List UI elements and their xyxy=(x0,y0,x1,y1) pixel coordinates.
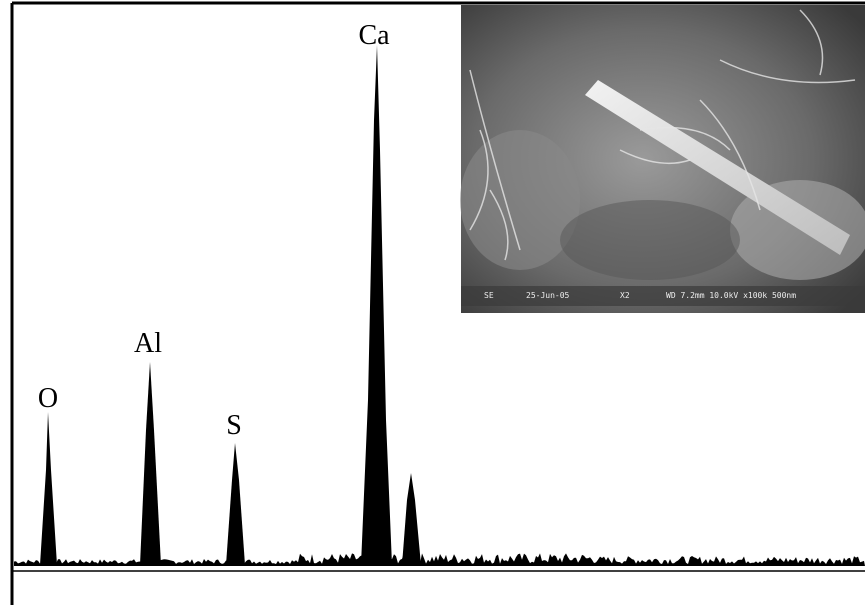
inset-caption: SE xyxy=(484,291,494,300)
peak xyxy=(402,473,421,565)
peak-label: Al xyxy=(134,328,162,359)
peak-label: O xyxy=(38,383,58,414)
peak xyxy=(226,443,245,565)
spectrum xyxy=(40,45,421,565)
inset-caption: X2 xyxy=(620,291,630,300)
inset-caption: WD 7.2mm 10.0kV x100k 500nm xyxy=(666,291,796,300)
peak-label: S xyxy=(226,410,242,441)
peak xyxy=(140,362,161,565)
figure: O Al S Ca SE 25-Jun-05 X2 WD 7.2mm 10.0k… xyxy=(0,0,865,605)
peak xyxy=(40,412,57,565)
peak-label: Ca xyxy=(358,20,390,51)
sem-inset: SE 25-Jun-05 X2 WD 7.2mm 10.0kV x100k 50… xyxy=(460,5,865,313)
peak xyxy=(361,45,392,565)
inset-caption: 25-Jun-05 xyxy=(526,291,570,300)
